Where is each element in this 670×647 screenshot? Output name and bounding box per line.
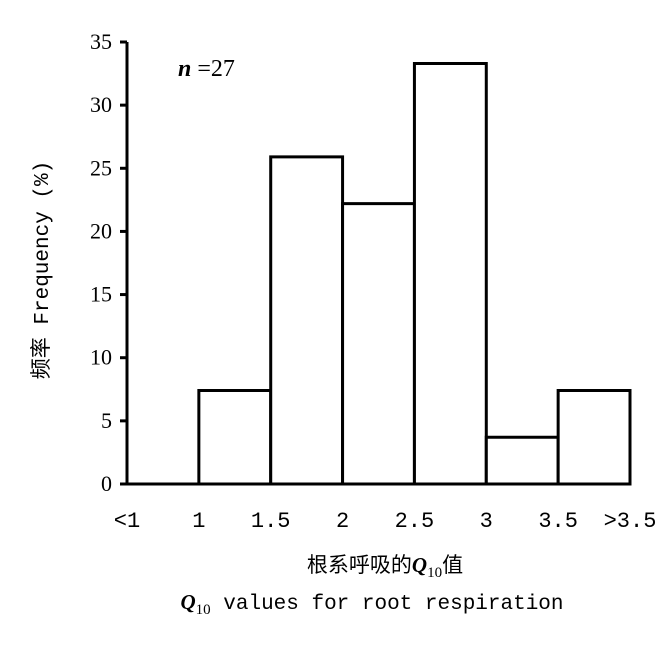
- x-label-cn-subscript: 10: [427, 565, 442, 581]
- x-tick-label: 2.5: [395, 509, 435, 534]
- y-tick-label: 5: [101, 408, 112, 433]
- histogram-bar: [412, 61, 488, 484]
- x-axis-label-english: Q10 values for root respiration: [180, 590, 563, 618]
- x-label-en-symbol: Q: [180, 590, 195, 614]
- x-label-cn-prefix: 根系呼吸的: [307, 554, 412, 579]
- sample-size-value: =27: [191, 56, 235, 82]
- x-axis-ticks: <1 1 1.5 2 2.5 3 3.5 >3.5: [114, 509, 657, 534]
- sample-size-annotation: n =27: [178, 56, 235, 82]
- x-label-en-subscript: 10: [196, 602, 211, 618]
- x-label-cn-symbol: Q: [412, 553, 427, 577]
- y-tick-label: 15: [90, 282, 112, 307]
- histogram-bar: [341, 202, 416, 484]
- histogram-bars: [127, 61, 632, 486]
- y-tick-label: 30: [90, 92, 112, 117]
- x-tick-label: 2: [336, 509, 349, 534]
- x-tick-label: 3: [480, 509, 493, 534]
- x-tick-label: 3.5: [538, 509, 578, 534]
- y-tick-label: 20: [90, 218, 112, 243]
- x-tick-label: 1.5: [251, 509, 291, 534]
- y-axis-label: 频率 Frequency (%): [30, 161, 55, 379]
- y-tick-label: 0: [101, 471, 112, 496]
- histogram-bar: [484, 435, 560, 484]
- sample-size-symbol: n: [178, 56, 191, 82]
- x-tick-label: 1: [192, 509, 205, 534]
- y-tick-label: 10: [90, 345, 112, 370]
- histogram-bar: [197, 389, 273, 484]
- x-axis-label-chinese: 根系呼吸的Q10值: [307, 553, 463, 581]
- x-tick-label: >3.5: [604, 509, 657, 534]
- y-tick-label: 35: [90, 29, 112, 54]
- x-label-cn-suffix: 值: [442, 554, 463, 579]
- x-tick-label: <1: [114, 509, 140, 534]
- histogram-bar: [269, 155, 345, 484]
- y-tick-label: 25: [90, 155, 112, 180]
- histogram-bar: [556, 389, 632, 484]
- y-axis-ticks: 0 5 10 15 20 25 30 35: [90, 29, 127, 496]
- x-label-en-text: values for root respiration: [211, 593, 564, 616]
